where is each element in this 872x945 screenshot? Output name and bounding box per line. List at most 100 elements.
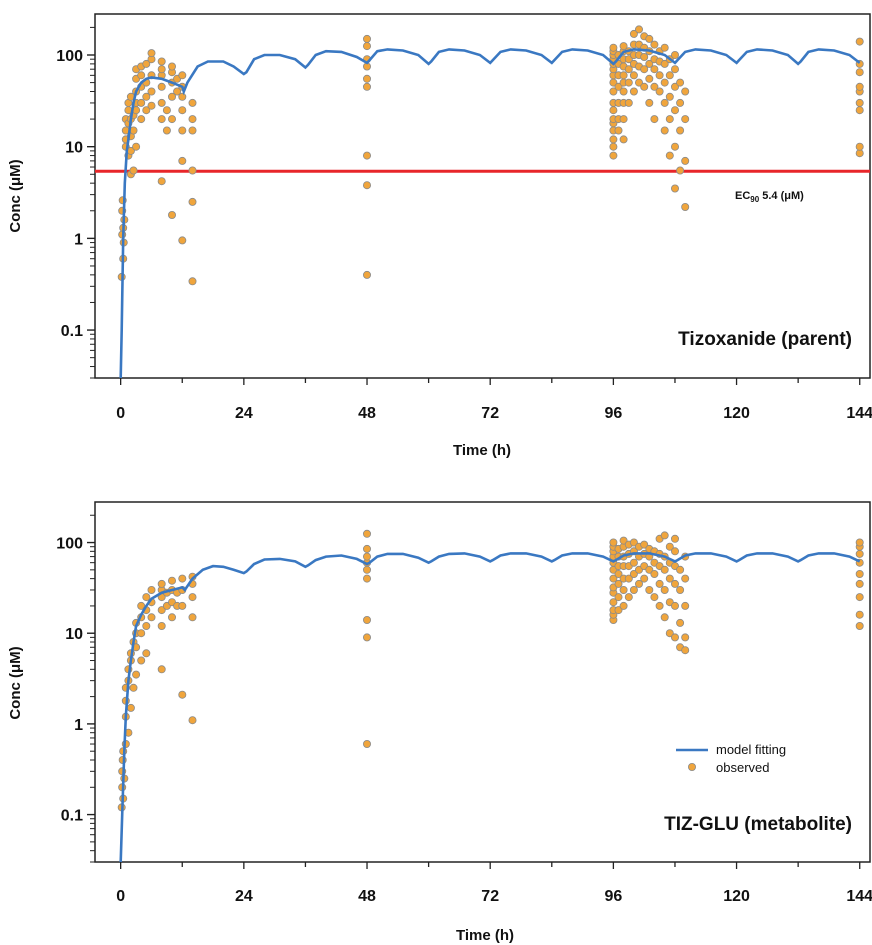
observed-point	[650, 570, 659, 579]
y-tick-label: 100	[56, 48, 83, 65]
observed-point	[157, 82, 166, 91]
observed-point	[609, 142, 618, 151]
y-tick-label: 1	[74, 231, 83, 248]
y-ticks: 0.1 1 10 100	[56, 514, 95, 863]
observed-point	[147, 586, 156, 595]
observed-point	[137, 629, 146, 638]
observed-point	[157, 622, 166, 631]
observed-point	[167, 62, 176, 71]
observed-point	[676, 78, 685, 87]
observed-point	[640, 53, 649, 62]
observed-point	[660, 59, 669, 68]
observed-point	[137, 115, 146, 124]
observed-point	[142, 92, 151, 101]
observed-point	[665, 151, 674, 160]
observed-point	[362, 552, 371, 561]
observed-point	[660, 126, 669, 135]
observed-point	[855, 98, 864, 107]
observed-point	[619, 115, 628, 124]
observed-point	[188, 716, 197, 725]
observed-point	[157, 98, 166, 107]
observed-point	[609, 43, 618, 52]
observed-point	[188, 613, 197, 622]
observed-point	[188, 277, 197, 286]
observed-point	[157, 65, 166, 74]
observed-point	[665, 92, 674, 101]
x-tick-label: 72	[481, 888, 499, 905]
observed-point	[676, 126, 685, 135]
observed-point	[629, 558, 638, 567]
observed-point	[362, 74, 371, 83]
observed-point	[619, 42, 628, 51]
observed-point	[157, 115, 166, 124]
observed-point	[162, 126, 171, 135]
observed-point	[660, 613, 669, 622]
x-tick-label: 120	[723, 405, 750, 422]
observed-point	[671, 65, 680, 74]
legend: model fitting observed	[676, 742, 786, 775]
observed-point	[650, 40, 659, 49]
y-tick-label: 10	[65, 140, 83, 157]
observed-point	[157, 665, 166, 674]
observed-point	[167, 115, 176, 124]
x-tick-label: 48	[358, 405, 376, 422]
observed-point	[362, 181, 371, 190]
observed-point	[614, 570, 623, 579]
observed-point	[645, 586, 654, 595]
observed-point	[188, 197, 197, 206]
observed-point	[624, 593, 633, 602]
y-axis-title: Conc (μM)	[7, 646, 24, 719]
x-tick-label: 144	[846, 405, 872, 422]
observed-point	[362, 574, 371, 583]
observed-point	[178, 71, 187, 80]
legend-label-model: model fitting	[716, 742, 786, 757]
observed-point	[157, 606, 166, 615]
observed-point	[137, 656, 146, 665]
observed-point	[681, 156, 690, 165]
legend-label-observed: observed	[716, 760, 769, 775]
observed-point	[614, 126, 623, 135]
y-ticks: 0.1 1 10 100	[56, 26, 95, 379]
y-tick-label: 1	[74, 717, 83, 734]
observed-point	[855, 570, 864, 579]
observed-point	[147, 613, 156, 622]
model-fitting-line	[119, 552, 861, 863]
x-tick-label: 48	[358, 888, 376, 905]
observed-point	[167, 613, 176, 622]
observed-point	[681, 574, 690, 583]
x-axis-title: Time (h)	[456, 927, 514, 944]
observed-point	[157, 57, 166, 66]
x-tick-label: 24	[235, 888, 253, 905]
observed-points	[117, 25, 864, 286]
observed-point	[142, 649, 151, 658]
observed-point	[362, 34, 371, 43]
observed-point	[645, 74, 654, 83]
observed-point	[660, 586, 669, 595]
x-ticks: 0 24 48 72 96 120 144	[116, 862, 872, 905]
observed-point	[640, 82, 649, 91]
observed-point	[167, 92, 176, 101]
observed-point	[157, 579, 166, 588]
observed-point	[650, 115, 659, 124]
plot-frame	[94, 501, 871, 863]
observed-point	[855, 622, 864, 631]
observed-point	[362, 82, 371, 91]
observed-point	[671, 534, 680, 543]
legend-point-swatch	[688, 763, 697, 772]
panel-title: TIZ-GLU (metabolite)	[664, 814, 852, 835]
observed-point	[142, 59, 151, 68]
observed-point	[362, 529, 371, 538]
observed-point	[671, 142, 680, 151]
observed-point	[665, 542, 674, 551]
observed-point	[362, 633, 371, 642]
observed-point	[655, 71, 664, 80]
observed-point	[855, 142, 864, 151]
y-tick-label: 0.1	[61, 808, 83, 825]
observed-point	[624, 65, 633, 74]
observed-point	[362, 42, 371, 51]
observed-point	[188, 166, 197, 175]
x-tick-label: 24	[235, 405, 253, 422]
observed-point	[660, 43, 669, 52]
observed-point	[167, 576, 176, 585]
